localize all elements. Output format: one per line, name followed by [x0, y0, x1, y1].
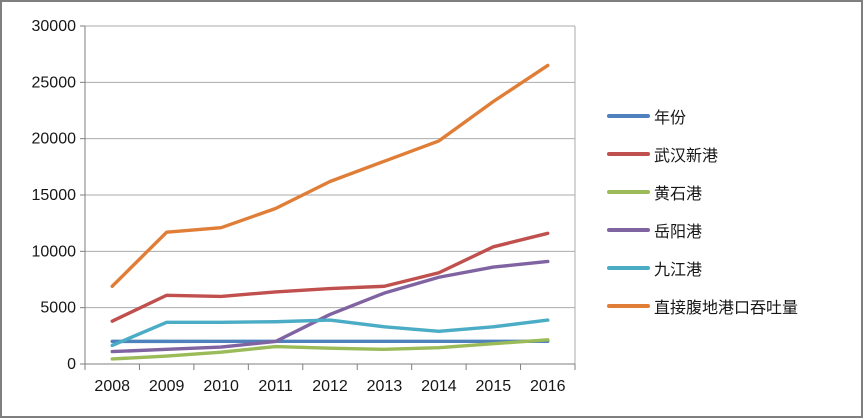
x-axis-label: 2010 [203, 378, 239, 395]
x-axis-label: 2015 [476, 378, 512, 395]
legend-swatch [607, 152, 650, 156]
legend-item-0[interactable]: 年份 [607, 97, 798, 135]
legend-swatch [607, 190, 650, 194]
x-axis-label: 2008 [94, 378, 130, 395]
legend-item-2[interactable]: 黄石港 [607, 173, 798, 211]
legend-label: 岳阳港 [654, 224, 703, 241]
x-axis-label: 2011 [258, 378, 293, 395]
x-axis-label: 2012 [312, 378, 348, 395]
legend-swatch [607, 266, 650, 270]
legend-swatch [607, 304, 650, 308]
series-line-2[interactable] [110, 338, 550, 361]
legend-label: 武汉新港 [654, 148, 719, 165]
legend-label: 年份 [654, 110, 687, 127]
x-axis-label: 2014 [421, 378, 457, 395]
legend-swatch [607, 114, 650, 118]
x-axis-label: 2016 [530, 378, 566, 395]
legend-item-1[interactable]: 武汉新港 [607, 135, 798, 173]
y-axis-label: 5000 [40, 300, 76, 317]
series-line-1[interactable] [110, 231, 550, 323]
legend-item-4[interactable]: 九江港 [607, 249, 798, 287]
series-line-3[interactable] [110, 259, 550, 354]
y-axis-label: 0 [67, 356, 76, 373]
legend: 年份武汉新港黄石港岳阳港九江港直接腹地港口吞吐量 [607, 97, 798, 325]
y-axis-label: 25000 [32, 74, 77, 91]
legend-label: 直接腹地港口吞吐量 [654, 300, 799, 317]
y-axis-label: 20000 [32, 131, 77, 148]
x-axis-label: 2009 [149, 378, 185, 395]
legend-item-3[interactable]: 岳阳港 [607, 211, 798, 249]
x-axis-label: 2013 [367, 378, 403, 395]
legend-item-5[interactable]: 直接腹地港口吞吐量 [607, 287, 798, 325]
series-line-5[interactable] [110, 63, 550, 288]
legend-label: 九江港 [654, 262, 703, 279]
legend-label: 黄石港 [654, 186, 703, 203]
y-axis-label: 10000 [32, 243, 77, 260]
series-line-4[interactable] [110, 318, 550, 348]
legend-swatch [607, 228, 650, 232]
y-axis-label: 15000 [32, 187, 77, 204]
y-axis-label: 30000 [32, 18, 77, 35]
